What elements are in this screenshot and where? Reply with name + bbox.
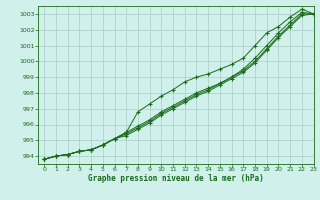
X-axis label: Graphe pression niveau de la mer (hPa): Graphe pression niveau de la mer (hPa)	[88, 174, 264, 183]
